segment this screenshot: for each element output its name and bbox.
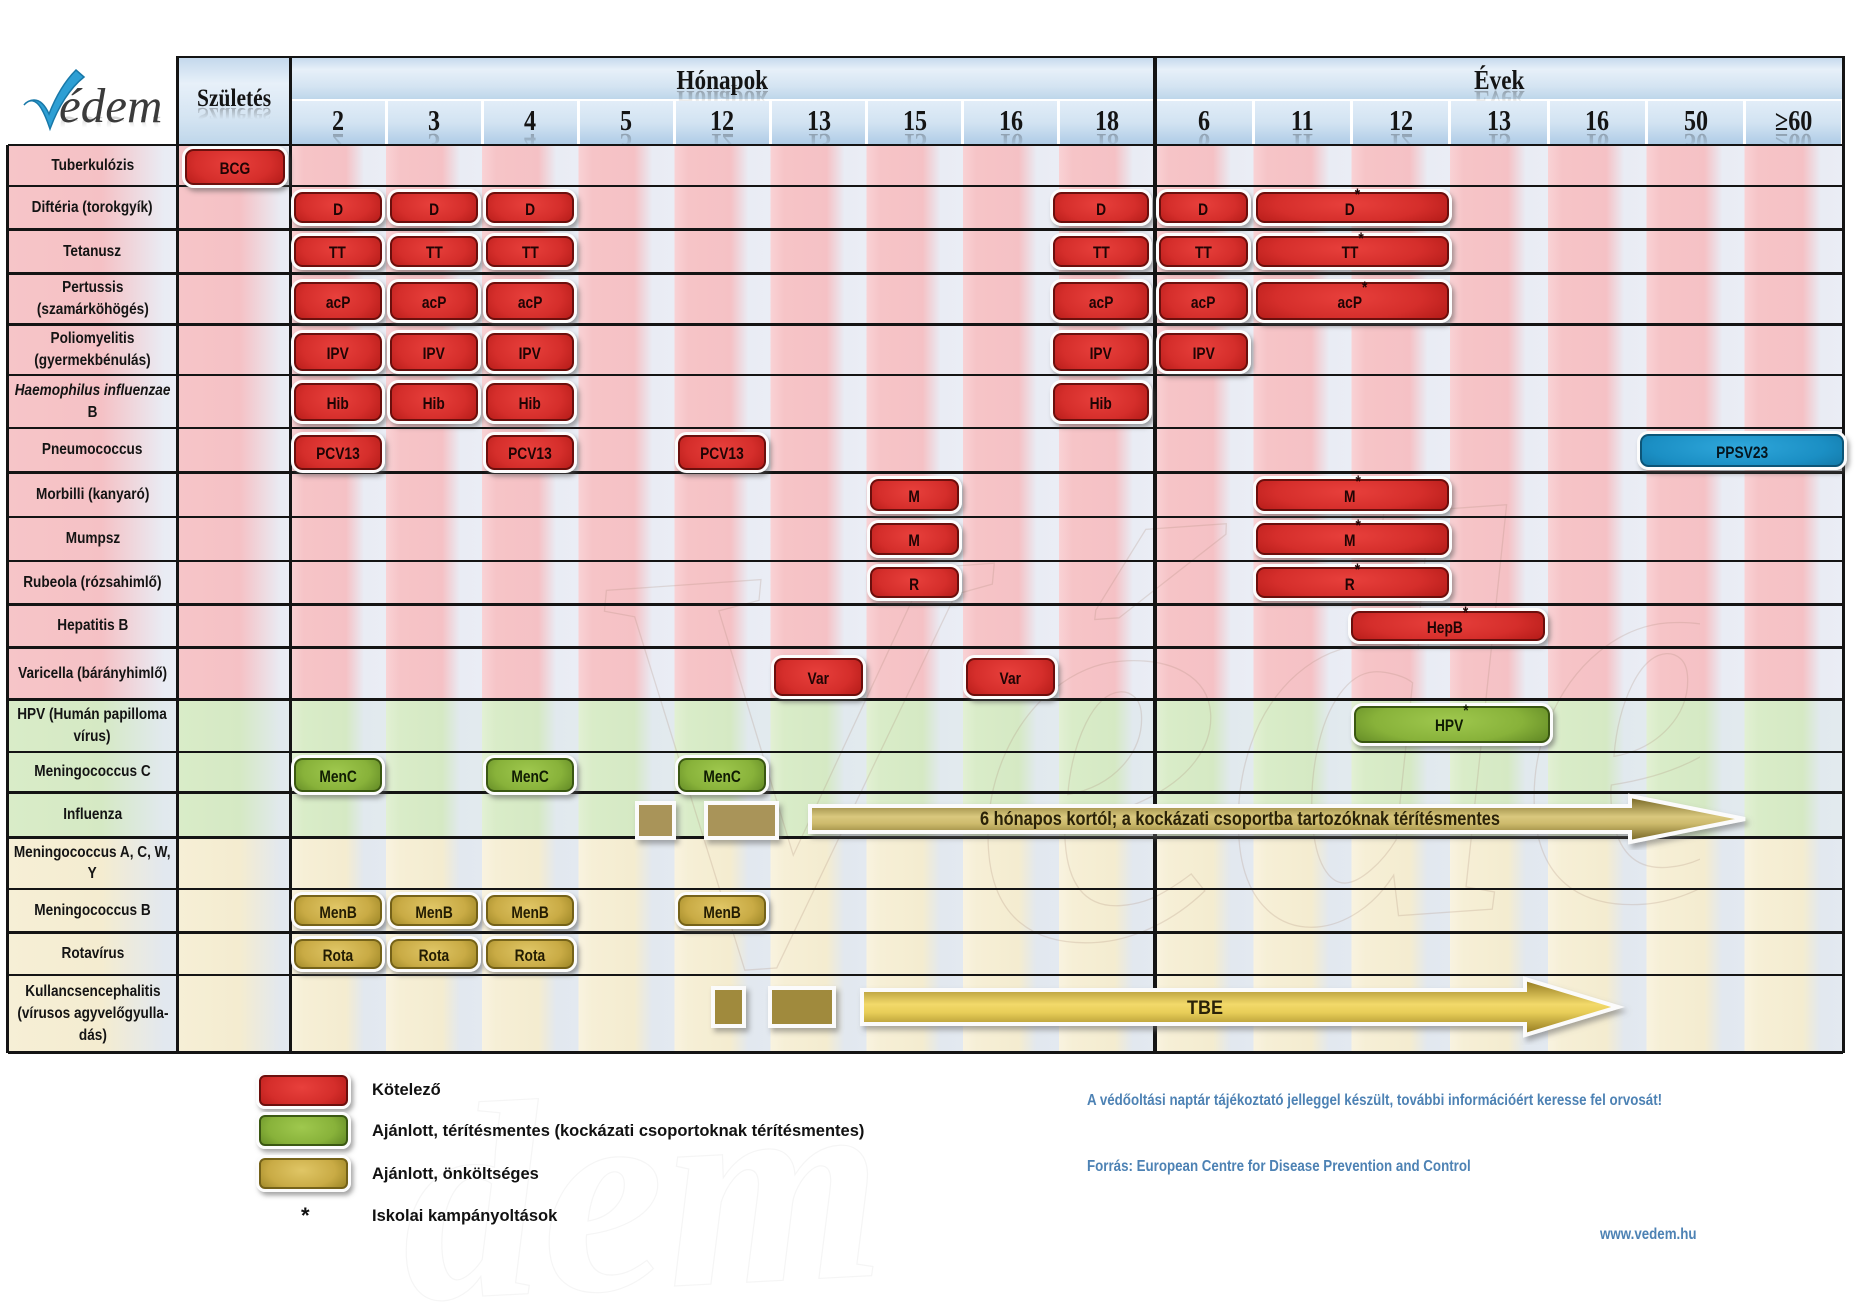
- svg-text:6 hónapos kortól; a kockázati: 6 hónapos kortól; a kockázati csoportba …: [980, 809, 1500, 830]
- svg-text:TBE: TBE: [1187, 998, 1223, 1019]
